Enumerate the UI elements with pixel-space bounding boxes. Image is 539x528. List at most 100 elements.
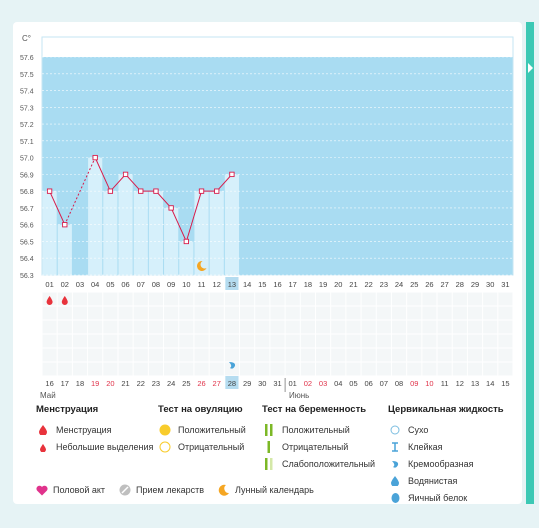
cycle-day-label[interactable]: 29 <box>471 280 479 289</box>
temperature-bar[interactable] <box>42 191 57 275</box>
scrollbar[interactable] <box>526 22 534 504</box>
date-label[interactable]: 25 <box>182 379 190 388</box>
cycle-day-label[interactable]: 17 <box>289 280 297 289</box>
cycle-day-label[interactable]: 03 <box>76 280 84 289</box>
date-label[interactable]: 09 <box>410 379 418 388</box>
date-label[interactable]: 04 <box>334 379 342 388</box>
date-label[interactable]: 15 <box>501 379 509 388</box>
y-tick-label: 56.3 <box>20 273 34 280</box>
date-label[interactable]: 27 <box>213 379 221 388</box>
date-label[interactable]: 19 <box>91 379 99 388</box>
date-label[interactable]: 16 <box>45 379 53 388</box>
temperature-bar[interactable] <box>88 157 103 275</box>
cycle-day-label[interactable]: 06 <box>121 280 129 289</box>
date-label[interactable]: 11 <box>441 379 449 388</box>
cycle-day-label[interactable]: 01 <box>45 280 53 289</box>
cycle-day-label[interactable]: 02 <box>61 280 69 289</box>
cycle-day-label[interactable]: 15 <box>258 280 266 289</box>
legend-item: Слабоположительный <box>282 458 376 469</box>
cycle-day-label[interactable]: 09 <box>167 280 175 289</box>
temperature-point[interactable] <box>153 188 159 194</box>
temperature-point[interactable] <box>198 188 205 194</box>
cycle-day-label[interactable]: 05 <box>106 280 114 289</box>
temperature-bar[interactable] <box>118 174 133 275</box>
temperature-bar[interactable] <box>133 191 148 275</box>
date-label[interactable]: 08 <box>395 379 403 388</box>
cycle-day-label[interactable]: 30 <box>486 280 494 289</box>
cycle-day-label[interactable]: 26 <box>425 280 433 289</box>
temperature-bar[interactable] <box>209 191 224 275</box>
date-label[interactable]: 29 <box>243 379 251 388</box>
date-label[interactable]: 24 <box>167 379 175 388</box>
date-label[interactable]: 01 <box>289 379 297 388</box>
cycle-day-label[interactable]: 04 <box>91 280 99 289</box>
menstruation-drop-icon[interactable] <box>61 296 68 305</box>
cycle-day-label[interactable]: 16 <box>273 280 281 289</box>
temperature-bar[interactable] <box>103 191 118 275</box>
date-label[interactable]: 05 <box>349 379 357 388</box>
legend-item: Яичный белок <box>408 492 468 503</box>
cycle-day-label[interactable]: 21 <box>349 280 357 289</box>
temperature-point[interactable] <box>92 154 98 161</box>
temperature-point[interactable] <box>62 222 68 228</box>
temperature-point[interactable] <box>46 188 53 194</box>
cycle-day-label[interactable]: 31 <box>501 280 509 289</box>
cycle-day-label[interactable]: 27 <box>440 280 448 289</box>
cycle-day-label[interactable]: 28 <box>456 280 464 289</box>
date-label[interactable]: 10 <box>425 379 433 388</box>
date-label[interactable]: 17 <box>61 379 69 388</box>
date-label[interactable]: 30 <box>258 379 266 388</box>
date-label[interactable]: 14 <box>486 379 494 388</box>
legend-ovulation: Тест на овуляцию Положительный Отрицател… <box>158 404 246 455</box>
temperature-line <box>94 157 233 243</box>
date-label[interactable]: 18 <box>76 379 84 388</box>
date-label[interactable]: 03 <box>319 379 327 388</box>
temperature-point[interactable] <box>107 188 114 194</box>
temperature-bar[interactable] <box>194 191 209 275</box>
date-label[interactable]: 23 <box>152 379 160 388</box>
date-label[interactable]: 12 <box>456 379 464 388</box>
temperature-bar[interactable] <box>148 191 164 275</box>
cycle-day-label[interactable]: 07 <box>137 280 145 289</box>
date-label[interactable]: 02 <box>304 379 312 388</box>
moon-icon[interactable] <box>196 260 207 271</box>
temperature-point[interactable] <box>122 171 129 178</box>
temperature-point[interactable] <box>138 188 144 194</box>
pregnancy-weak-icon <box>262 457 276 470</box>
y-tick-label: 57.5 <box>20 72 34 79</box>
pregnancy-negative-icon <box>262 440 276 453</box>
cycle-day-label[interactable]: 20 <box>334 280 342 289</box>
temperature-point[interactable] <box>168 205 174 211</box>
temperature-point[interactable] <box>229 171 235 178</box>
cycle-day-label[interactable]: 14 <box>243 280 251 289</box>
temperature-point[interactable] <box>214 188 220 194</box>
scroll-arrow-icon[interactable] <box>528 63 533 73</box>
cycle-day-label[interactable]: 11 <box>198 280 206 289</box>
date-label[interactable]: 22 <box>137 379 145 388</box>
date-label[interactable]: 13 <box>471 379 479 388</box>
menstruation-drop-icon[interactable] <box>46 296 53 305</box>
bottom-legend: Половой акт Прием лекарств Лунный календ… <box>36 484 328 496</box>
cycle-day-label[interactable]: 22 <box>364 280 372 289</box>
date-label[interactable]: 21 <box>121 379 129 388</box>
cycle-day-label[interactable]: 23 <box>380 280 388 289</box>
date-label[interactable]: 31 <box>273 379 281 388</box>
cycle-day-label[interactable]: 25 <box>410 280 418 289</box>
temperature-bar[interactable] <box>57 224 72 275</box>
date-label[interactable]: 20 <box>106 379 114 388</box>
cycle-day-label[interactable]: 12 <box>213 280 221 289</box>
cycle-day-label[interactable]: 24 <box>395 280 403 289</box>
cycle-day-label[interactable]: 08 <box>152 280 160 289</box>
date-label[interactable]: 28 <box>228 379 236 388</box>
temperature-point[interactable] <box>183 238 189 245</box>
cycle-day-label[interactable]: 19 <box>319 280 327 289</box>
date-label[interactable]: 07 <box>380 379 388 388</box>
cycle-day-label[interactable]: 10 <box>182 280 190 289</box>
legend-item: Положительный <box>282 424 350 435</box>
cycle-day-label[interactable]: 13 <box>228 280 236 289</box>
legend-pregnancy-title: Тест на беременность <box>262 404 367 415</box>
cycle-day-label[interactable]: 18 <box>304 280 312 289</box>
date-label[interactable]: 26 <box>197 379 205 388</box>
date-label[interactable]: 06 <box>364 379 372 388</box>
creamy-fluid-icon[interactable] <box>228 362 236 369</box>
